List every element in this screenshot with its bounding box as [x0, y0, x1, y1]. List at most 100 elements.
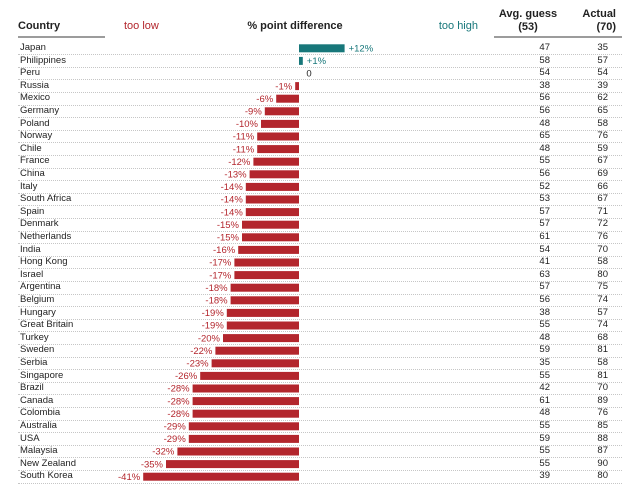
- bar-value-label: -19%: [202, 308, 225, 319]
- avg-guess-value: 54: [539, 67, 550, 79]
- country-label: Russia: [20, 79, 50, 91]
- row-divider: [18, 268, 622, 270]
- bar: [299, 44, 345, 53]
- country-label: Israel: [20, 268, 44, 280]
- bar-value-label: -14%: [221, 207, 244, 218]
- actual-value: 74: [597, 294, 608, 305]
- actual-value: 72: [597, 218, 608, 230]
- avg-guess-value: 35: [539, 357, 550, 368]
- actual-value: 70: [597, 382, 608, 394]
- avg-guess-value: 48: [539, 142, 550, 154]
- bar-value-label: -13%: [224, 170, 247, 181]
- bar-value-label: -41%: [118, 472, 141, 483]
- avg-guess-value: 57: [539, 218, 550, 230]
- avg-guess-value: 57: [539, 281, 550, 293]
- country-label: Australia: [20, 420, 57, 431]
- country-label: Mexico: [20, 92, 51, 104]
- row-divider: [18, 406, 622, 408]
- bar-value-label: -11%: [233, 144, 255, 155]
- bar-value-label: -15%: [217, 220, 240, 231]
- avg-guess-value: 55: [539, 457, 550, 469]
- bar-value-label: -14%: [221, 195, 244, 206]
- row-divider: [18, 104, 622, 106]
- chart-title: % point difference: [247, 20, 343, 32]
- bar-value-label: -17%: [209, 270, 232, 281]
- row-divider: [18, 343, 622, 345]
- avg-guess-value: 55: [539, 369, 550, 381]
- row-divider: [18, 419, 622, 421]
- bar: [245, 195, 299, 204]
- bar-value-label: -28%: [167, 396, 190, 407]
- actual-value: 81: [597, 344, 608, 356]
- avg-guess-value: 38: [539, 79, 550, 91]
- bar: [261, 119, 299, 128]
- country-label: Belgium: [20, 294, 55, 305]
- row-divider: [18, 255, 622, 257]
- country-label: Argentina: [20, 281, 61, 293]
- actual-value: 75: [597, 281, 608, 293]
- avg-guess-value: 57: [539, 205, 550, 217]
- avg-guess-value: 41: [539, 256, 550, 268]
- bar: [192, 384, 299, 393]
- avg-guess-value: 55: [539, 155, 550, 167]
- row-divider: [18, 66, 622, 68]
- country-label: Norway: [20, 130, 53, 142]
- bar: [242, 233, 299, 242]
- row-divider: [18, 457, 622, 459]
- avg-guess-value: 61: [539, 231, 550, 242]
- avg-guess-value: 48: [539, 331, 550, 343]
- bar-value-label: +1%: [307, 56, 327, 67]
- country-label: Colombia: [20, 407, 61, 419]
- bar: [230, 283, 299, 292]
- row-divider: [18, 331, 622, 333]
- actual-value: 58: [597, 117, 608, 129]
- bar-value-label: -15%: [217, 233, 240, 244]
- actual-value: 85: [597, 420, 608, 431]
- avg-guess-value: 56: [539, 105, 550, 116]
- actual-value: 76: [597, 231, 608, 242]
- row-divider: [18, 217, 622, 219]
- actual-value: 89: [597, 394, 608, 406]
- bar: [188, 434, 299, 443]
- bar: [177, 447, 299, 456]
- row-divider: [18, 142, 622, 144]
- bar: [166, 460, 299, 469]
- bar: [223, 334, 299, 343]
- actual-value: 69: [597, 168, 608, 179]
- country-label: Italy: [20, 180, 38, 192]
- row-divider: [18, 482, 622, 484]
- actual-value: 81: [597, 369, 608, 381]
- country-label: Sweden: [20, 344, 55, 356]
- actual-value: 76: [597, 130, 608, 142]
- bar: [257, 132, 299, 141]
- avg-guess-value: 48: [539, 407, 550, 419]
- actual-overall: (70): [596, 21, 616, 33]
- bar: [200, 371, 299, 380]
- country-label: Chile: [20, 142, 42, 154]
- avg-guess-value: 39: [539, 470, 550, 482]
- actual-value: 70: [597, 243, 608, 255]
- actual-value: 39: [597, 79, 608, 91]
- bar-value-label: -17%: [209, 258, 232, 269]
- bar: [276, 94, 299, 103]
- avg-guess-value: 58: [539, 54, 550, 66]
- row-divider: [18, 444, 622, 446]
- row-divider: [18, 356, 622, 358]
- row-divider: [18, 394, 622, 396]
- actual-value: 57: [597, 306, 608, 318]
- actual-value: 88: [597, 432, 608, 444]
- country-label: South Korea: [20, 470, 73, 482]
- avg-guess-value: 63: [539, 268, 550, 280]
- row-divider: [18, 280, 622, 282]
- bar: [192, 397, 299, 406]
- actual-value: 58: [597, 357, 608, 368]
- avg-guess-value: 42: [539, 382, 550, 394]
- bar: [226, 321, 299, 330]
- bar: [192, 409, 299, 418]
- avg-guess-value: 38: [539, 306, 550, 318]
- bar-value-label: -35%: [141, 459, 164, 470]
- country-label: South Africa: [20, 193, 72, 205]
- bar: [238, 245, 299, 254]
- country-label: Spain: [20, 205, 45, 217]
